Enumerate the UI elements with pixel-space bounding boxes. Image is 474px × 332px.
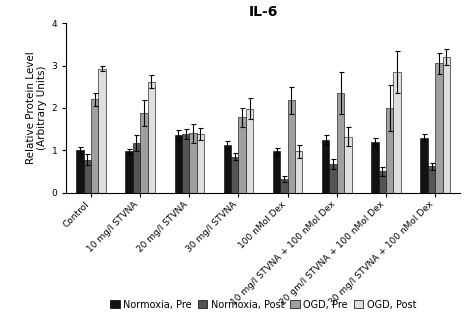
Bar [443, 57, 450, 193]
Bar [288, 100, 295, 193]
Bar [393, 72, 401, 193]
Bar [371, 142, 379, 193]
Bar [379, 171, 386, 193]
Bar [224, 145, 231, 193]
Bar [91, 99, 98, 193]
Bar [386, 108, 393, 193]
Bar [337, 93, 344, 193]
Bar [125, 151, 133, 193]
Bar [174, 135, 182, 193]
Bar [231, 157, 238, 193]
Bar [182, 134, 189, 193]
Bar [273, 151, 280, 193]
Bar [329, 164, 337, 193]
Bar [344, 137, 352, 193]
Bar [147, 82, 155, 193]
Bar [295, 151, 302, 193]
Bar [246, 109, 253, 193]
Bar [83, 160, 91, 193]
Bar [435, 63, 443, 193]
Bar [133, 143, 140, 193]
Bar [98, 68, 106, 193]
Bar [420, 137, 428, 193]
Title: IL-6: IL-6 [248, 5, 278, 19]
Bar [197, 134, 204, 193]
Legend: Normoxia, Pre, Normoxia, Post, OGD, Pre, OGD, Post: Normoxia, Pre, Normoxia, Post, OGD, Pre,… [106, 295, 420, 313]
Bar [140, 113, 147, 193]
Y-axis label: Relative Protein Level
(Arbitrary Units): Relative Protein Level (Arbitrary Units) [26, 51, 47, 164]
Bar [238, 117, 246, 193]
Bar [76, 150, 83, 193]
Bar [428, 166, 435, 193]
Bar [280, 179, 288, 193]
Bar [322, 140, 329, 193]
Bar [189, 133, 197, 193]
